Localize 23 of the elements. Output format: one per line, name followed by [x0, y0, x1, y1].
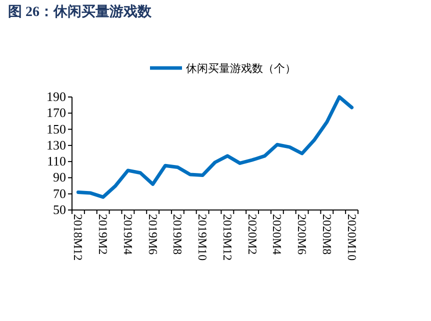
legend-label: 休闲买量游戏数（个） — [186, 62, 296, 75]
x-tick-label: 2019M10 — [196, 214, 210, 261]
x-tick-label: 2018M12 — [71, 214, 86, 261]
x-tick-label: 2019M4 — [120, 214, 135, 255]
y-tick-label: 190 — [46, 89, 66, 104]
x-tick-label: 2019M6 — [146, 214, 160, 255]
y-tick-label: 170 — [46, 105, 66, 120]
y-tick-label: 130 — [46, 137, 66, 152]
x-tick-label: 2020M2 — [245, 214, 260, 255]
x-tick-label: 2019M8 — [170, 214, 185, 255]
chart-title: 图 26：休闲买量游戏数 — [8, 4, 152, 20]
x-tick-label: 2020M8 — [320, 214, 334, 255]
y-tick-label: 50 — [53, 202, 66, 217]
x-tick-label: 2020M4 — [270, 214, 284, 255]
x-tick-label: 2019M12 — [220, 214, 234, 261]
x-tick-label: 2020M10 — [344, 214, 359, 261]
x-tick-label: 2020M6 — [295, 214, 310, 255]
line-series — [76, 95, 354, 199]
y-tick-label: 70 — [53, 186, 66, 201]
y-tick-label: 150 — [46, 121, 66, 136]
y-tick-label: 90 — [53, 170, 66, 185]
y-tick-label: 110 — [46, 154, 66, 169]
x-tick-label: 2019M2 — [96, 214, 110, 255]
